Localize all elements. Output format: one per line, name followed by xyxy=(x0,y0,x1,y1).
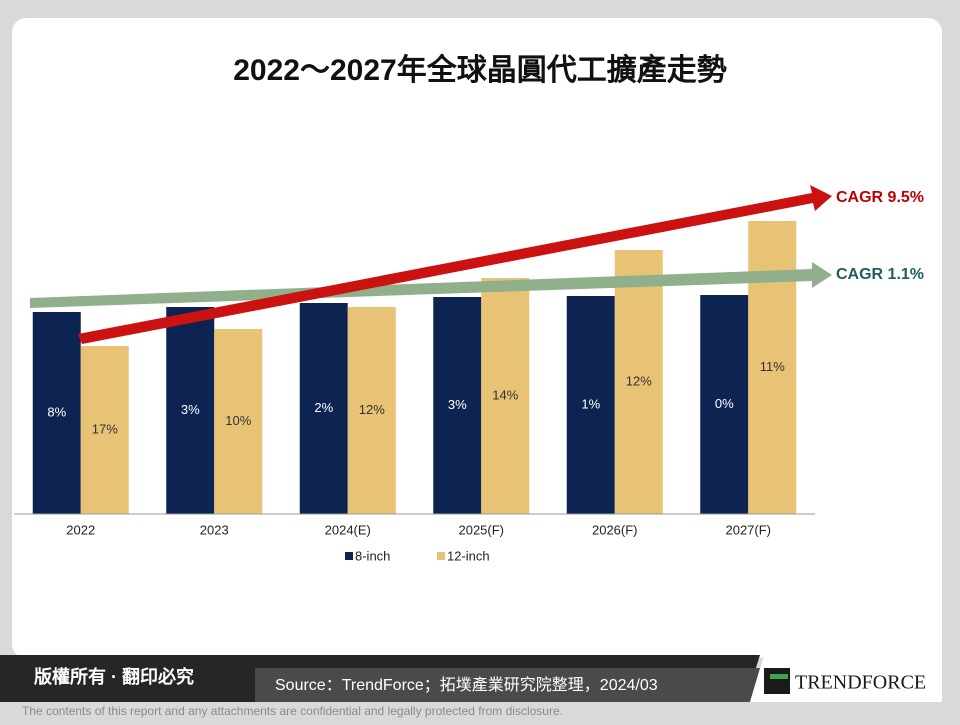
legend-swatch xyxy=(345,552,353,560)
cagr-label: CAGR 9.5% xyxy=(836,189,924,206)
legend-label: 12-inch xyxy=(447,548,490,563)
bar xyxy=(347,307,396,514)
data-label: 11% xyxy=(760,359,785,374)
data-label: 2% xyxy=(314,400,333,415)
logo-area xyxy=(750,636,942,702)
data-label: 3% xyxy=(181,402,200,417)
x-tick-label: 2025(F) xyxy=(458,522,504,537)
data-label: 10% xyxy=(225,413,251,428)
source: Source：TrendForce；拓墣產業研究院整理，2024/03 xyxy=(275,676,658,694)
x-tick-label: 2024(E) xyxy=(325,522,371,537)
legend-swatch xyxy=(437,552,445,560)
x-tick-label: 2026(F) xyxy=(592,522,638,537)
bar xyxy=(481,278,530,514)
data-label: 17% xyxy=(92,421,118,436)
cagr-arrows xyxy=(30,185,832,344)
bar xyxy=(700,295,749,514)
bar xyxy=(299,303,348,514)
data-label: 1% xyxy=(581,396,600,411)
bar xyxy=(433,297,482,514)
bar xyxy=(214,329,263,514)
x-tick-label: 2023 xyxy=(200,522,229,537)
data-label: 12% xyxy=(359,402,385,417)
legend-label: 8-inch xyxy=(355,548,390,563)
red-arrow xyxy=(78,185,832,344)
green-arrow xyxy=(30,262,832,308)
logo-icon-stripe xyxy=(770,674,788,679)
bar xyxy=(566,296,615,514)
bar xyxy=(748,221,797,514)
bar xyxy=(166,307,215,514)
logo-icon xyxy=(764,668,790,694)
x-tick-label: 2027(F) xyxy=(725,522,771,537)
logo: TRENDFORCE xyxy=(795,672,926,694)
chart-title: 2022～2027年全球晶圓代工擴產走勢 xyxy=(233,53,726,87)
bar xyxy=(32,312,81,514)
bar xyxy=(80,346,129,514)
source-bar xyxy=(255,668,760,702)
bar xyxy=(614,250,663,514)
rights: 版權所有 · 翻印必究 xyxy=(34,666,194,687)
disclaimer: The contents of this report and any atta… xyxy=(22,704,563,718)
data-label: 0% xyxy=(715,396,734,411)
data-label: 14% xyxy=(492,387,518,402)
cagr-label: CAGR 1.1% xyxy=(836,266,924,283)
data-label: 12% xyxy=(626,373,652,388)
data-label: 3% xyxy=(448,397,467,412)
data-label: 8% xyxy=(47,404,66,419)
plot: 2022 8% 17% 2023 3% 10% 2024(E) 2% 12% 2025(F) 3% 1… xyxy=(32,221,797,563)
x-tick-label: 2022 xyxy=(66,522,95,537)
